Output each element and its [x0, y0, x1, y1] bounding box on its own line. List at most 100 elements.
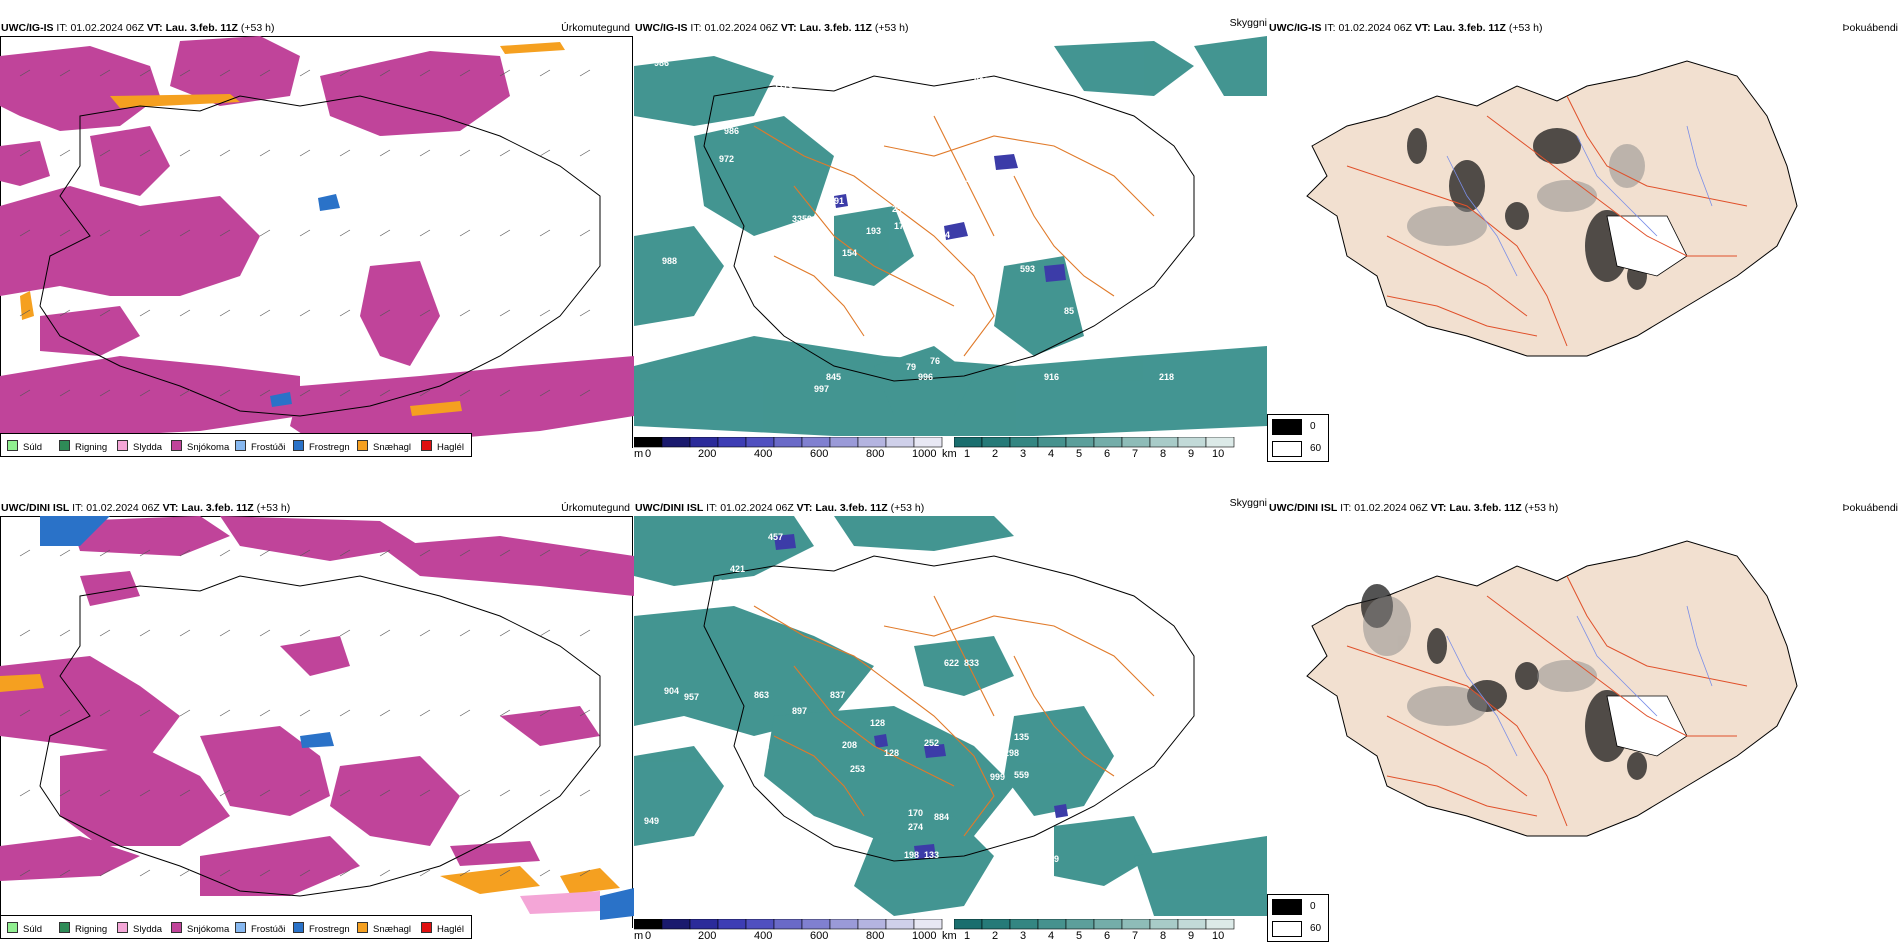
- legend-item: Súld: [7, 440, 42, 453]
- svg-text:128: 128: [884, 748, 899, 758]
- svg-text:949: 949: [644, 816, 659, 826]
- visibility-colorbar: [954, 919, 1235, 930]
- colorbar-tick: 200: [698, 930, 717, 942]
- svg-text:85: 85: [1064, 306, 1074, 316]
- svg-text:897: 897: [792, 706, 807, 716]
- colorbar-tick: 5: [1076, 448, 1083, 460]
- svg-text:996: 996: [918, 372, 933, 382]
- svg-text:986: 986: [724, 126, 739, 136]
- svg-text:822: 822: [918, 74, 933, 84]
- svg-text:198: 198: [904, 850, 919, 860]
- cloud-visibility-map: 986 986 972 291 973 3359 193 178 154 988…: [634, 36, 1267, 436]
- precip-type-map: [0, 36, 634, 448]
- colorbar-tick: 1: [964, 448, 971, 460]
- svg-text:291: 291: [829, 196, 844, 206]
- svg-text:195: 195: [992, 718, 1007, 728]
- colorbar-tick: 6: [1104, 448, 1111, 460]
- legend-item: Snjókoma: [171, 440, 229, 453]
- svg-text:863: 863: [754, 690, 769, 700]
- legend-item: Snæhagl: [357, 440, 411, 453]
- fog-index-map: [1306, 60, 1798, 357]
- colorbar-tick: 2: [992, 448, 999, 460]
- colorbar-tick: 4: [1048, 448, 1055, 460]
- svg-text:999: 999: [990, 772, 1005, 782]
- colorbar-tick: 7: [1132, 930, 1139, 942]
- colorbar-tick: 4: [1048, 930, 1055, 942]
- svg-text:1179: 1179: [774, 80, 794, 90]
- panel-title: UWC/DINI ISL IT: 01.02.2024 06Z VT: Lau.…: [635, 502, 925, 514]
- colorbar-unit: m: [634, 930, 644, 942]
- cloud-base-colorbar: [634, 919, 943, 930]
- colorbar-tick: 7: [1132, 448, 1139, 460]
- svg-text:88: 88: [940, 714, 950, 724]
- panel-field-title: Skyggni: [1229, 497, 1267, 509]
- svg-text:972: 972: [719, 154, 734, 164]
- colorbar-tick: 0: [645, 930, 652, 942]
- fog-index-panel-top: UWC/IG-IS IT: 01.02.2024 06Z VT: Lau. 3.…: [1267, 14, 1900, 464]
- panel-title: UWC/DINI ISL IT: 01.02.2024 06Z VT: Lau.…: [1269, 502, 1559, 514]
- colorbar-tick: 9: [1188, 448, 1195, 460]
- precip-type-panel-top: UWC/IG-IS IT: 01.02.2024 06Z VT: Lau. 3.…: [0, 14, 634, 464]
- fog-legend-top: 0 60: [1267, 414, 1329, 462]
- legend-item: Haglél: [421, 440, 464, 453]
- svg-text:84: 84: [940, 230, 950, 240]
- svg-text:298: 298: [1004, 748, 1019, 758]
- svg-text:986: 986: [654, 58, 669, 68]
- svg-text:76: 76: [930, 356, 940, 366]
- colorbar-tick: 6: [1104, 930, 1111, 942]
- fog-legend-label: 60: [1310, 443, 1322, 454]
- svg-text:154: 154: [842, 248, 857, 258]
- panel-field-title: Úrkomutegund: [561, 502, 630, 514]
- cloud-visibility-panel-top: UWC/IG-IS IT: 01.02.2024 06Z VT: Lau. 3.…: [634, 14, 1267, 464]
- fog-index-map: [1306, 540, 1798, 837]
- colorbar-tick: 600: [810, 448, 829, 460]
- legend-item: Frostregn: [293, 922, 350, 935]
- colorbar-tick: 1: [964, 930, 971, 942]
- fog-legend-bottom: 0 60: [1267, 894, 1329, 942]
- colorbar-unit: km: [942, 448, 957, 460]
- colorbar-tick: 800: [866, 930, 885, 942]
- fog-legend-swatch: [1272, 419, 1302, 435]
- svg-text:945: 945: [754, 742, 769, 752]
- colorbar-tick: 1000: [912, 930, 937, 942]
- legend-item: Frostúði: [235, 440, 285, 453]
- colorbar-tick: 9: [1188, 930, 1195, 942]
- colorbar-tick: 400: [754, 930, 773, 942]
- svg-text:170: 170: [908, 808, 923, 818]
- svg-text:997: 997: [814, 384, 829, 394]
- svg-text:170: 170: [960, 174, 975, 184]
- svg-text:988: 988: [662, 256, 677, 266]
- legend-item: Rigning: [59, 922, 107, 935]
- colorbar-tick: 800: [866, 448, 885, 460]
- panel-field-title: Þokuábendi: [1842, 22, 1898, 34]
- svg-text:593: 593: [1020, 264, 1035, 274]
- svg-text:982: 982: [734, 296, 749, 306]
- svg-text:79: 79: [906, 362, 916, 372]
- svg-text:592: 592: [1174, 546, 1189, 556]
- panel-title: UWC/DINI ISL IT: 01.02.2024 06Z VT: Lau.…: [1, 502, 291, 514]
- svg-text:208: 208: [842, 740, 857, 750]
- colorbar-tick: 5: [1076, 930, 1083, 942]
- svg-text:949: 949: [1044, 854, 1059, 864]
- precip-legend: Súld Rigning Slydda Snjókoma Frostúði Fr…: [0, 915, 472, 939]
- svg-text:252: 252: [924, 738, 939, 748]
- svg-text:421: 421: [730, 564, 745, 574]
- svg-text:3359: 3359: [792, 214, 812, 224]
- svg-text:837: 837: [830, 690, 845, 700]
- svg-text:845: 845: [826, 372, 841, 382]
- svg-text:843: 843: [718, 578, 733, 588]
- fog-legend-label: 0: [1310, 901, 1316, 912]
- colorbar-tick: 10: [1212, 930, 1225, 942]
- visibility-colorbar: [954, 437, 1235, 448]
- legend-item: Snæhagl: [357, 922, 411, 935]
- svg-text:93: 93: [1014, 238, 1024, 248]
- cloud-visibility-panel-bottom: UWC/DINI ISL IT: 01.02.2024 06Z VT: Lau.…: [634, 494, 1267, 946]
- svg-text:178: 178: [894, 221, 909, 231]
- svg-text:809: 809: [974, 76, 989, 86]
- fog-index-panel-bottom: UWC/DINI ISL IT: 01.02.2024 06Z VT: Lau.…: [1267, 494, 1900, 946]
- svg-text:507: 507: [936, 326, 951, 336]
- svg-text:457: 457: [768, 532, 783, 542]
- panel-field-title: Skyggni: [1229, 17, 1267, 29]
- fog-legend-swatch: [1272, 921, 1302, 937]
- svg-text:253: 253: [850, 764, 865, 774]
